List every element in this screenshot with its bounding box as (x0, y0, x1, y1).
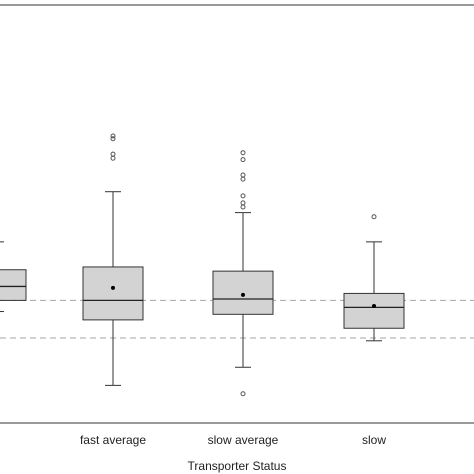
outlier-point (240, 391, 246, 397)
box-iqr (212, 270, 274, 315)
outlier-point (240, 200, 246, 206)
x-axis-title: Transporter Status (188, 459, 287, 473)
outlier-point (110, 151, 116, 157)
x-tick-label: slow (362, 433, 386, 447)
box-series (0, 133, 405, 397)
outlier-point (240, 150, 246, 156)
outlier-point (371, 214, 377, 220)
box-iqr (0, 269, 27, 301)
mean-point (111, 285, 115, 290)
outlier-point (240, 157, 246, 163)
mean-point (372, 303, 376, 308)
box-iqr (82, 266, 144, 321)
mean-point (241, 292, 245, 297)
x-tick-label: fast average (80, 433, 146, 447)
outlier-point (240, 172, 246, 178)
outlier-point (110, 136, 116, 142)
plot-frame (0, 4, 474, 424)
box-3 (343, 214, 405, 342)
plot-border (0, 4, 474, 424)
box-iqr (343, 292, 405, 329)
box-2 (212, 150, 274, 397)
outlier-point (110, 155, 116, 161)
outlier-point (240, 176, 246, 182)
x-axis-tick-labels: fast average slow average slow (80, 433, 386, 447)
outlier-point (110, 133, 116, 139)
outlier-point (240, 204, 246, 210)
x-tick-label: slow average (208, 433, 279, 447)
box-0 (0, 241, 27, 313)
box-1 (82, 133, 144, 386)
outlier-point (240, 193, 246, 199)
